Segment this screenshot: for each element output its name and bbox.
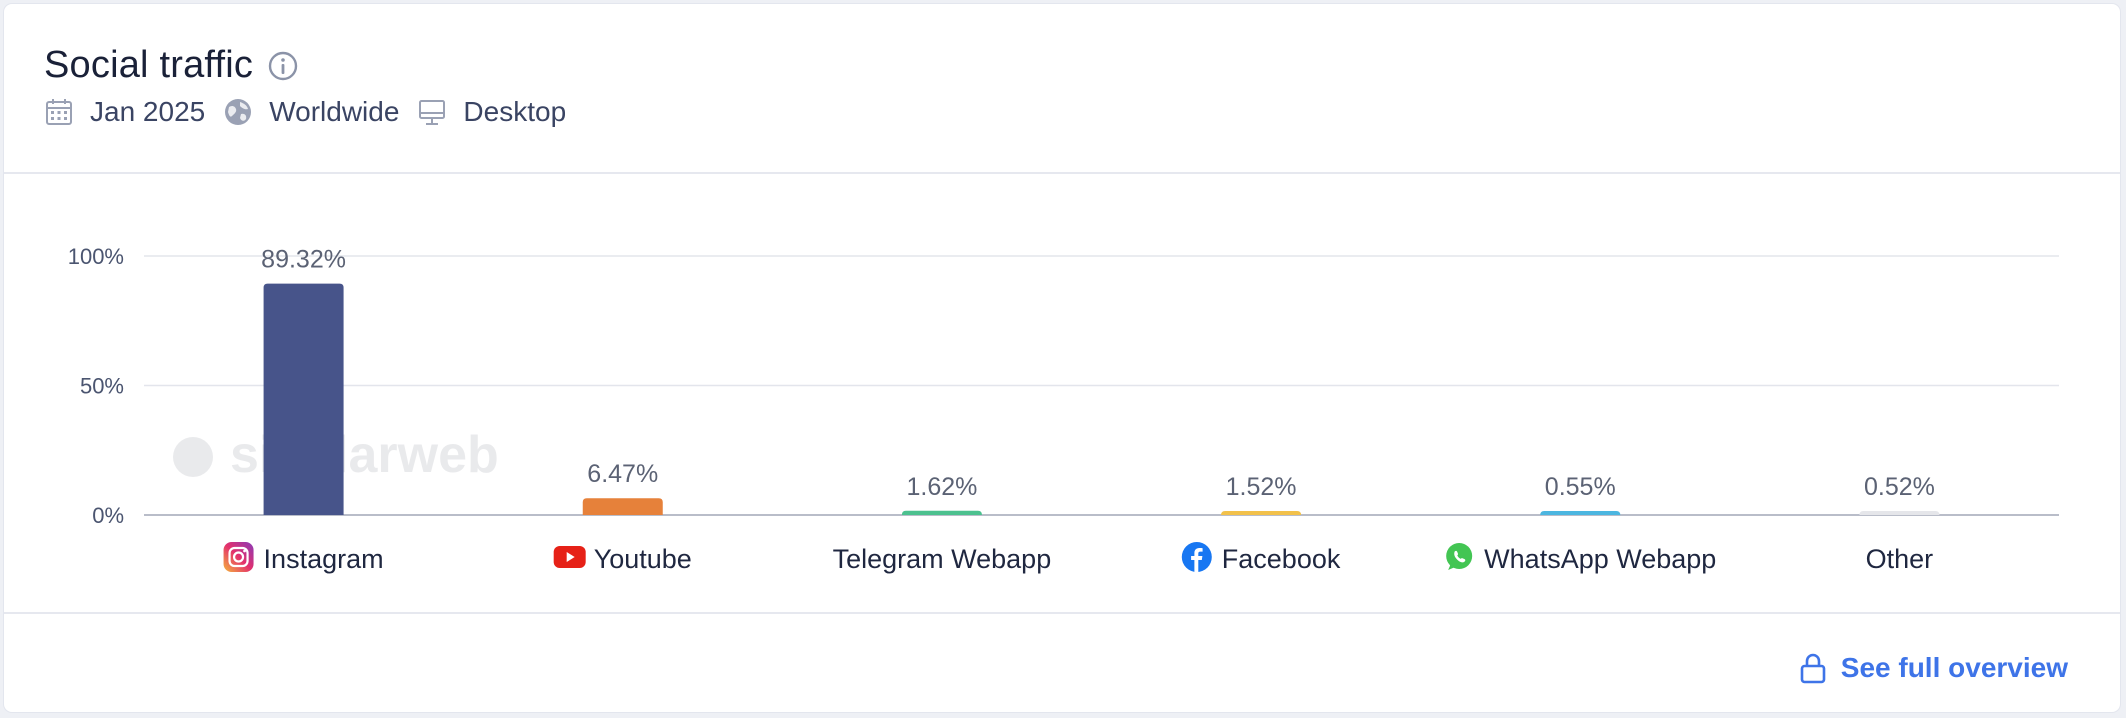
bar-other[interactable] [1859,511,1940,515]
y-tick-label: 0% [92,503,124,528]
x-tick-label: Facebook [1222,544,1341,574]
y-tick-label: 100% [68,244,124,269]
device-filter: Desktop [417,96,566,128]
card-header: Social traffic Jan 2025 [4,4,2120,174]
data-label: 6.47% [587,460,658,488]
data-label: 0.52% [1864,473,1935,501]
date-label: Jan 2025 [90,96,206,127]
bar-telegram-webapp[interactable] [901,510,982,515]
x-tick-label: Instagram [264,544,384,574]
see-full-overview-label: See full overview [1840,652,2068,683]
date-filter: Jan 2025 [44,96,205,128]
data-label: 0.55% [1545,473,1616,501]
y-tick-label: 50% [80,374,124,399]
bar-youtube[interactable] [582,498,663,515]
social-traffic-card: Social traffic Jan 2025 [4,4,2120,712]
desktop-icon [419,100,446,125]
region-label: Worldwide [269,96,400,127]
instagram-icon [223,542,254,572]
whatsapp-icon [1446,543,1473,570]
see-full-overview-link[interactable]: See full overview [1799,652,2068,684]
data-label: 1.62% [906,473,977,501]
bar-instagram[interactable] [263,283,344,515]
globe-icon [225,99,252,125]
x-tick-label: WhatsApp Webapp [1484,544,1716,574]
facebook-icon [1181,542,1212,572]
lock-icon [1800,653,1826,684]
bar-facebook[interactable] [1221,511,1302,515]
data-label: 89.32% [261,246,346,274]
device-label: Desktop [463,96,567,127]
youtube-icon [553,546,586,568]
data-label: 1.52% [1226,473,1297,501]
info-icon[interactable] [267,50,299,82]
x-tick-label: Telegram Webapp [833,544,1052,574]
calendar-icon [46,99,72,125]
bar-whatsapp-webapp[interactable] [1540,511,1621,515]
card-footer: See full overview [4,612,2120,714]
x-tick-label: Other [1866,544,1934,574]
bar-chart: 0%50%100% similarweb 89.32%6.47% 1.62% 1.5… [68,244,2059,574]
region-filter: Worldwide [223,96,399,128]
chart-area: 0% 50% 100% similarweb 89.32% 6.47% 1.62% 1.5… [4,174,2120,614]
x-tick-label: Youtube [594,544,692,574]
card-title: Social traffic [44,44,254,86]
